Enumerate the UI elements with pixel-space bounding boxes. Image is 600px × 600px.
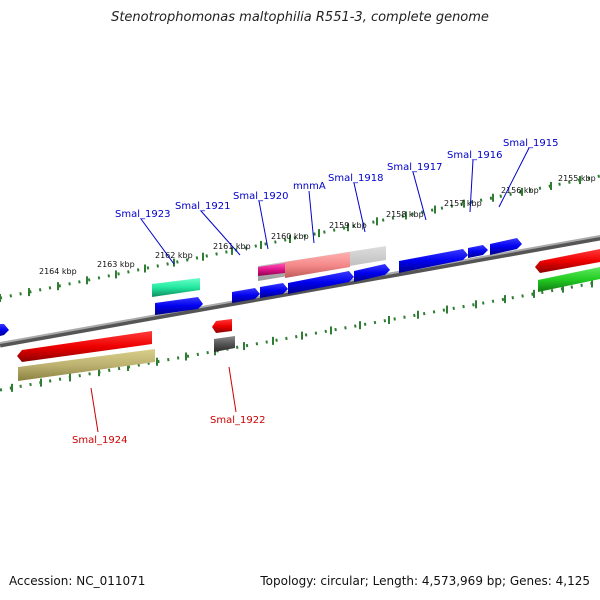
gene-feature-right-green[interactable] — [538, 267, 600, 292]
leader-lines — [140, 147, 530, 265]
kbp-label-2163: 2163 kbp — [97, 260, 135, 269]
kbp-label-2155: 2155 kbp — [558, 174, 596, 183]
gene-label-smal-1917[interactable]: Smal_1917 — [387, 162, 442, 173]
gene-feature-smal-1920b[interactable] — [260, 283, 288, 298]
topology-text: Topology: circular; Length: 4,573,969 bp… — [260, 574, 590, 588]
kbp-label-2160: 2160 kbp — [271, 232, 309, 241]
kbp-label-2156: 2156 kbp — [501, 186, 539, 195]
mnma-overlay-pink — [285, 252, 350, 278]
gene-feature-smal-1915[interactable] — [490, 238, 522, 255]
kbp-label-2157: 2157 kbp — [444, 199, 482, 208]
mnma-overlay-magenta — [258, 263, 285, 276]
gene-label-mnma[interactable]: mnmA — [293, 181, 326, 192]
gene-feature-smal-1924b[interactable] — [18, 349, 155, 381]
major-ticks — [0, 176, 593, 392]
gene-feature-left-blue[interactable] — [0, 324, 9, 336]
forward-strand-features — [0, 238, 600, 336]
gene-label-smal-1918[interactable]: Smal_1918 — [328, 173, 383, 184]
gene-feature-smal-1916[interactable] — [468, 245, 488, 258]
gene-label-smal-1921[interactable]: Smal_1921 — [175, 201, 230, 212]
genome-title: Stenotrophomonas maltophilia R551-3, com… — [111, 10, 489, 25]
kbp-label-2158: 2158 kbp — [386, 210, 424, 219]
gene-feature-mnma[interactable] — [288, 271, 354, 294]
gene-feature-smal-1920[interactable] — [232, 288, 260, 303]
gene-label-smal-1923[interactable]: Smal_1923 — [115, 209, 170, 220]
reverse-strand-features — [17, 319, 235, 381]
gene-feature-smal-1923[interactable] — [152, 278, 200, 297]
gene-label-smal-1924[interactable]: Smal_1924 — [72, 435, 127, 446]
gene-feature-right-red[interactable] — [535, 249, 600, 273]
outer-scale-track — [0, 174, 600, 300]
accession-text: Accession: NC_011071 — [9, 574, 146, 588]
gene-feature-smal-1918[interactable] — [354, 264, 390, 282]
gene-feature-smal-1921[interactable] — [155, 297, 203, 315]
kbp-label-2159: 2159 kbp — [329, 221, 367, 230]
inner-scale-track — [0, 280, 600, 392]
kbp-label-2164: 2164 kbp — [39, 267, 77, 276]
gene-label-smal-1916[interactable]: Smal_1916 — [447, 150, 502, 161]
gene-label-smal-1922[interactable]: Smal_1922 — [210, 415, 265, 426]
gene-feature-smal-1922b[interactable] — [214, 336, 235, 352]
reverse-gene-labels: Smal_1922 Smal_1924 — [72, 415, 265, 446]
kbp-label-2162: 2162 kbp — [155, 251, 193, 260]
reverse-leader-lines — [90, 366, 237, 433]
gene-label-smal-1915[interactable]: Smal_1915 — [503, 138, 558, 149]
gene-feature-smal-1924[interactable] — [17, 331, 152, 362]
gene-feature-smal-1917[interactable] — [399, 249, 468, 273]
gene-feature-smal-1922[interactable] — [212, 319, 232, 333]
gene-label-smal-1920[interactable]: Smal_1920 — [233, 191, 288, 202]
forward-gene-labels: Smal_1915 Smal_1916 Smal_1917 Smal_1918 … — [115, 138, 558, 220]
